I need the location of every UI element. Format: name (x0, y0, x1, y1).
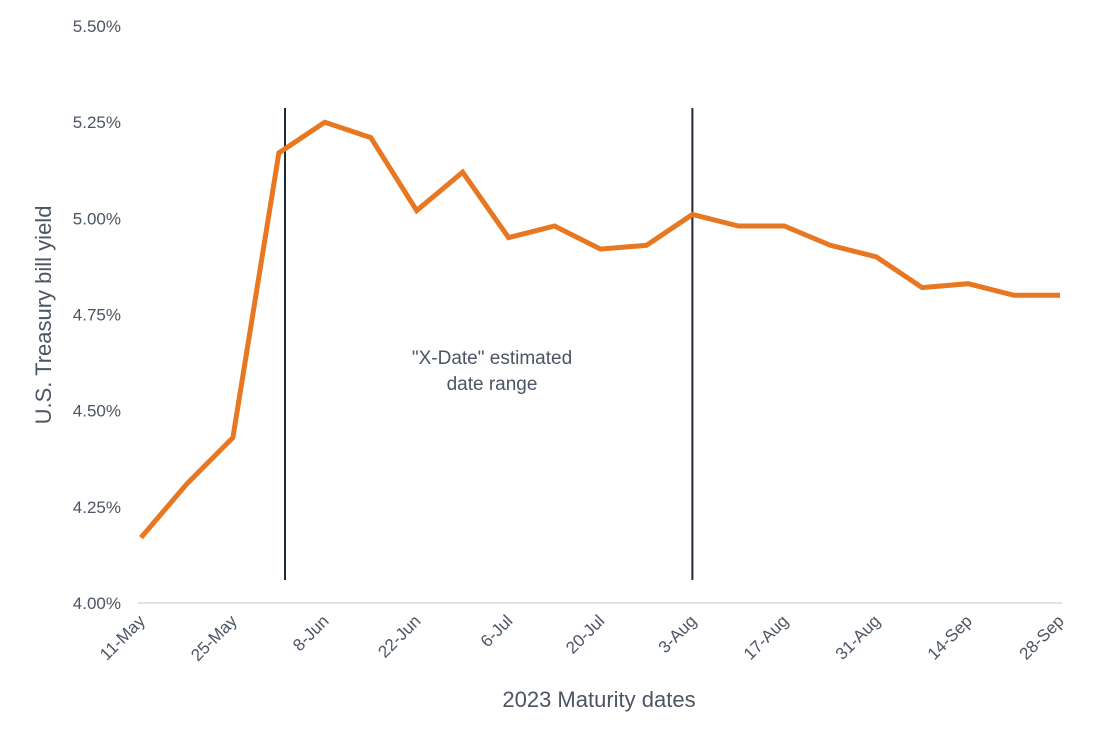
x-tick-label: 8-Jun (289, 611, 333, 655)
x-tick-label: 28-Sep (1016, 611, 1068, 663)
y-axis-title: U.S. Treasury bill yield (31, 206, 56, 425)
y-tick-label: 4.50% (73, 402, 121, 421)
x-date-range-markers (284, 108, 694, 580)
x-date-range-annotation: "X-Date" estimated date range (412, 348, 572, 395)
x-tick-label: 3-Aug (655, 611, 701, 657)
x-axis-ticks: 11-May 25-May 8-Jun 22-Jun 6-Jul 20-Jul 3-Aug 1… (96, 611, 1068, 665)
y-tick-label: 5.25% (73, 113, 121, 132)
x-tick-label: 17-Aug (740, 611, 792, 663)
x-tick-label: 31-Aug (832, 611, 884, 663)
y-tick-label: 4.75% (73, 306, 121, 325)
y-tick-label: 5.00% (73, 209, 121, 228)
x-tick-label: 6-Jul (477, 611, 516, 650)
x-tick-label: 20-Jul (562, 611, 608, 657)
x-tick-label: 22-Jun (374, 611, 424, 661)
y-tick-label: 4.00% (73, 594, 121, 613)
x-tick-label: 14-Sep (924, 611, 976, 663)
y-tick-label: 4.25% (73, 498, 121, 517)
yield-series-line (139, 119, 1060, 540)
x-axis-title: 2023 Maturity dates (502, 687, 695, 712)
y-tick-label: 5.50% (73, 17, 121, 36)
y-axis-ticks: 4.00% 4.25% 4.50% 4.75% 5.00% 5.25% 5.50% (73, 17, 121, 613)
x-tick-label: 11-May (96, 611, 149, 664)
x-tick-label: 25-May (187, 611, 241, 665)
